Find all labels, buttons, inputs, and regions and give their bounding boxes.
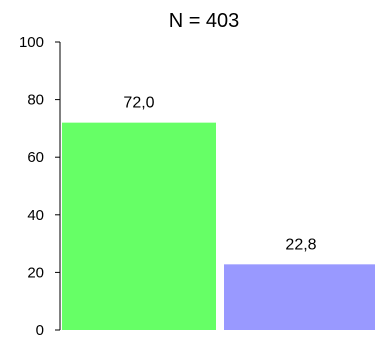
y-tick-label: 40 [27, 207, 44, 224]
y-tick-label: 100 [19, 34, 44, 51]
y-tick-label: 60 [27, 149, 44, 166]
bar-1 [62, 122, 216, 330]
bar-value-label-2: 22,8 [285, 236, 316, 253]
y-axis: 0 20 40 60 80 100 [19, 34, 61, 339]
y-tick-label: 20 [27, 264, 44, 281]
chart-title: N = 403 [169, 10, 240, 32]
y-tick-label: 80 [27, 92, 44, 109]
bar-value-label-1: 72,0 [123, 95, 154, 112]
y-tick-label: 0 [36, 322, 44, 339]
bar-value-labels: 72,0 22,8 [123, 95, 316, 254]
bar-2 [224, 264, 375, 330]
bars [62, 122, 375, 330]
